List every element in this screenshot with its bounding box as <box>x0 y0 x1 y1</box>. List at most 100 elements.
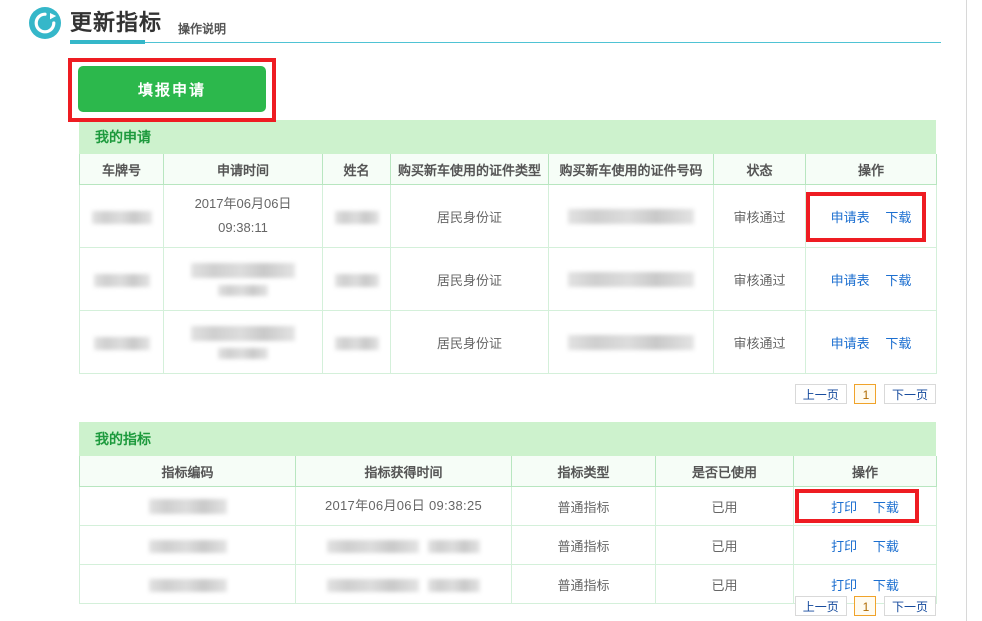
redacted-value <box>218 347 268 359</box>
redacted-value <box>191 262 295 278</box>
index-pagination: 上一页 1 下一页 <box>79 596 936 618</box>
redacted-value <box>334 336 379 350</box>
application-form-link[interactable]: 申请表 <box>830 209 870 225</box>
my-applications-title: 我的申请 <box>79 120 936 154</box>
redacted-value <box>148 578 227 592</box>
application-form-link[interactable]: 申请表 <box>830 335 870 351</box>
cell-id-type: 居民身份证 <box>390 247 549 311</box>
table-row: 2017年06月06日 09:38:11 居民身份证 审核通过 申请表 下载 <box>79 184 937 248</box>
download-link[interactable]: 下载 <box>885 209 912 225</box>
redacted-value <box>326 578 419 592</box>
cell-plate <box>79 247 164 311</box>
cell-used: 已用 <box>655 525 794 565</box>
cell-name <box>322 310 391 374</box>
page-header: 更新指标 操作说明 <box>0 0 967 46</box>
cell-name <box>322 247 391 311</box>
print-link[interactable]: 打印 <box>831 577 858 593</box>
col-id-type: 购买新车使用的证件类型 <box>390 154 549 185</box>
my-index-table: 指标编码 指标获得时间 指标类型 是否已使用 操作 2017年06月06日 09… <box>79 456 937 604</box>
redacted-stack <box>166 325 320 359</box>
cell-apply-time <box>163 247 323 311</box>
cell-index-code <box>79 486 296 526</box>
download-link[interactable]: 下载 <box>885 272 912 288</box>
my-applications-table: 车牌号 申请时间 姓名 购买新车使用的证件类型 购买新车使用的证件号码 状态 操… <box>79 154 937 374</box>
redacted-value <box>148 539 227 553</box>
fill-application-button[interactable]: 填报申请 <box>78 66 266 112</box>
cell-actions: 打印 下载 <box>793 525 937 565</box>
cell-id-type: 居民身份证 <box>390 184 549 248</box>
redacted-value <box>568 335 694 351</box>
col-used: 是否已使用 <box>655 456 794 487</box>
help-link[interactable]: 操作说明 <box>178 22 227 36</box>
col-index-type: 指标类型 <box>511 456 656 487</box>
col-actions: 操作 <box>793 456 937 487</box>
cell-plate <box>79 184 164 248</box>
refresh-circle-icon <box>29 7 61 39</box>
page-title: 更新指标 <box>70 10 163 35</box>
applications-pagination: 上一页 1 下一页 <box>79 384 936 406</box>
cell-name <box>322 184 391 248</box>
col-obtain-time: 指标获得时间 <box>295 456 512 487</box>
cell-index-code <box>79 525 296 565</box>
print-link[interactable]: 打印 <box>831 538 858 554</box>
col-status: 状态 <box>713 154 806 185</box>
cell-index-type: 普通指标 <box>511 525 656 565</box>
my-applications-panel: 我的申请 车牌号 申请时间 姓名 购买新车使用的证件类型 购买新车使用的证件号码… <box>79 120 937 374</box>
table-row: 2017年06月06日 09:38:25 普通指标 已用 打印 下载 <box>79 486 937 526</box>
application-form-link[interactable]: 申请表 <box>830 272 870 288</box>
table-row: 普通指标 已用 打印 下载 <box>79 564 937 604</box>
redacted-value <box>428 539 481 553</box>
apply-time-date: 2017年06月06日 <box>194 196 292 211</box>
redacted-value <box>93 336 150 350</box>
col-index-code: 指标编码 <box>79 456 296 487</box>
header-rule <box>70 42 941 43</box>
download-link[interactable]: 下载 <box>885 335 912 351</box>
redacted-value <box>93 273 150 287</box>
cell-actions: 申请表 下载 <box>805 247 937 311</box>
page-number-1[interactable]: 1 <box>854 384 877 404</box>
cell-index-type: 普通指标 <box>511 564 656 604</box>
cell-actions: 打印 下载 <box>793 486 937 526</box>
cell-actions: 申请表 下载 <box>805 310 937 374</box>
cell-status: 审核通过 <box>713 310 806 374</box>
table-header-row: 车牌号 申请时间 姓名 购买新车使用的证件类型 购买新车使用的证件号码 状态 操… <box>79 154 937 185</box>
col-actions: 操作 <box>805 154 937 185</box>
apply-time-clock: 09:38:11 <box>218 220 268 235</box>
cell-status: 审核通过 <box>713 247 806 311</box>
redacted-value <box>568 272 694 288</box>
download-link[interactable]: 下载 <box>872 499 899 515</box>
redacted-value <box>428 578 481 592</box>
scrollbar-gutter[interactable] <box>968 0 982 621</box>
table-row: 普通指标 已用 打印 下载 <box>79 525 937 565</box>
redacted-value <box>334 210 379 224</box>
col-id-number: 购买新车使用的证件号码 <box>548 154 714 185</box>
cell-index-code <box>79 564 296 604</box>
cell-id-type: 居民身份证 <box>390 310 549 374</box>
next-page-button[interactable]: 下一页 <box>883 384 936 404</box>
header-rule-accent <box>70 40 145 44</box>
cell-id-number <box>548 310 714 374</box>
download-link[interactable]: 下载 <box>872 577 899 593</box>
redacted-value <box>91 210 152 224</box>
print-link[interactable]: 打印 <box>831 499 858 515</box>
prev-page-button[interactable]: 上一页 <box>794 596 847 616</box>
cell-id-number <box>548 247 714 311</box>
page-number-1[interactable]: 1 <box>854 596 877 616</box>
cell-obtain-time <box>295 525 512 565</box>
col-name: 姓名 <box>322 154 391 185</box>
cell-used: 已用 <box>655 486 794 526</box>
next-page-button[interactable]: 下一页 <box>883 596 936 616</box>
cell-status: 审核通过 <box>713 184 806 248</box>
redacted-stack <box>166 262 320 296</box>
cell-apply-time <box>163 310 323 374</box>
table-row: 居民身份证 审核通过 申请表 下载 <box>79 310 937 374</box>
redacted-value <box>148 499 227 515</box>
redacted-value <box>334 273 379 287</box>
download-link[interactable]: 下载 <box>872 538 899 554</box>
cell-id-number <box>548 184 714 248</box>
cell-used: 已用 <box>655 564 794 604</box>
prev-page-button[interactable]: 上一页 <box>794 384 847 404</box>
redacted-value <box>568 209 694 225</box>
apply-button-wrap: 填报申请 <box>78 66 266 112</box>
